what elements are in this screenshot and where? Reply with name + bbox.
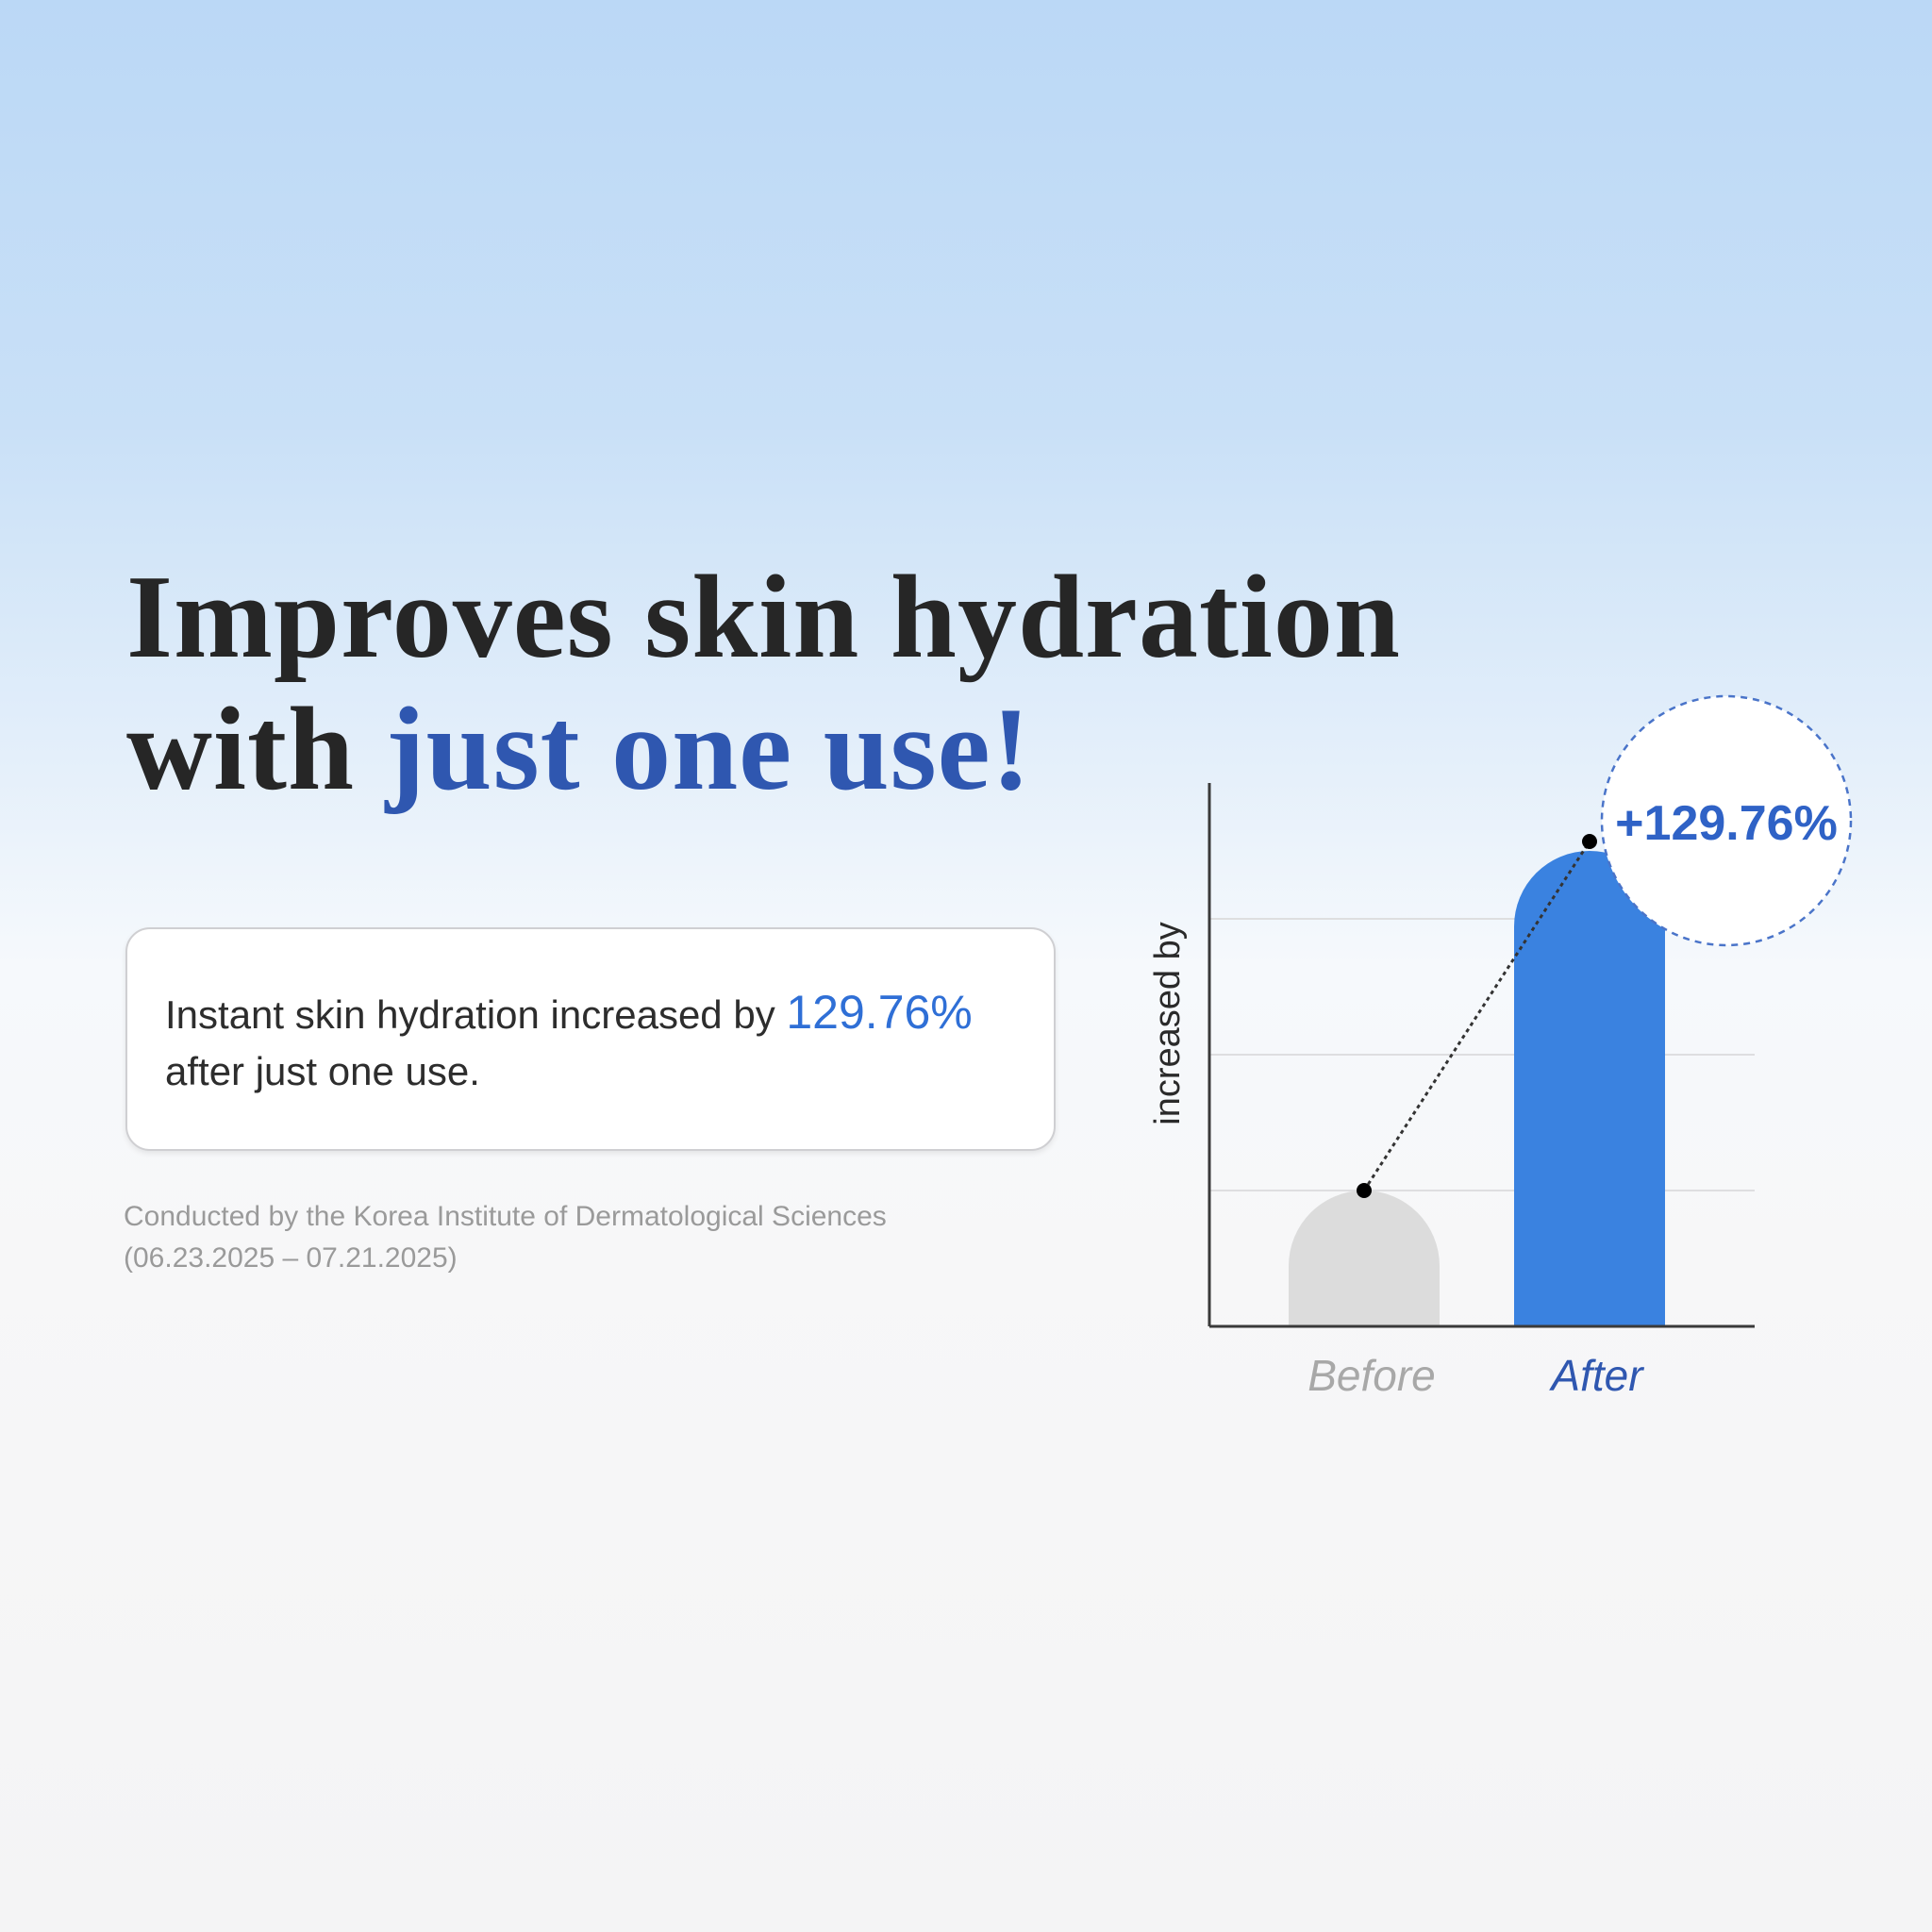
result-text-tail: after just one use. (165, 1049, 480, 1093)
headline-line2: with (126, 684, 386, 815)
result-text: Instant skin hydration increased by 129.… (165, 984, 973, 1100)
annotation-label: +129.76% (1615, 796, 1838, 851)
footnote-line1: Conducted by the Korea Institute of Derm… (124, 1201, 887, 1232)
x-tick-label-after: After (1548, 1351, 1644, 1400)
footnote: Conducted by the Korea Institute of Derm… (124, 1196, 887, 1279)
result-text-lead: Instant skin hydration increased by (165, 992, 787, 1037)
headline-accent: just one use! (385, 684, 1032, 815)
result-card: Instant skin hydration increased by 129.… (125, 927, 1056, 1151)
headline-line1: Improves skin hydration (126, 552, 1401, 683)
annotation-circle (1600, 694, 1853, 947)
y-axis-label: increased by (1148, 922, 1188, 1124)
connector-line (1362, 841, 1591, 1191)
bar-before (1289, 1191, 1440, 1326)
bar-after (1514, 851, 1665, 1326)
data-point-after (1582, 834, 1597, 849)
x-tick-label-before: Before (1307, 1351, 1436, 1400)
headline: Improves skin hydration with just one use… (126, 552, 1401, 816)
footnote-line2: (06.23.2025 – 07.21.2025) (124, 1242, 458, 1274)
result-highlight: 129.76% (786, 986, 973, 1039)
data-point-before (1357, 1183, 1372, 1198)
